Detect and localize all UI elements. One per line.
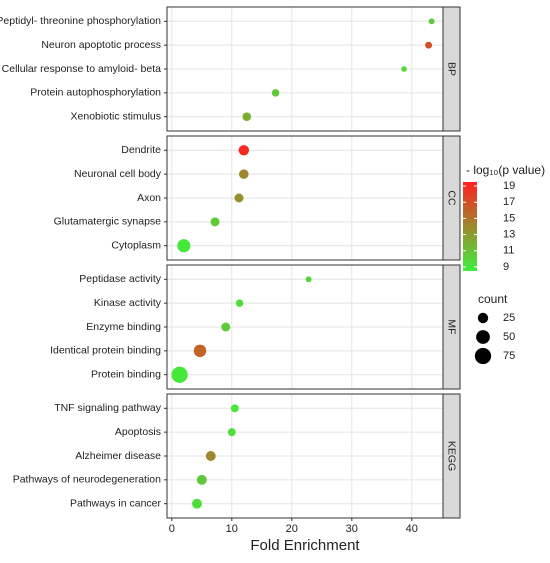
dot — [242, 112, 252, 121]
y-tick-label: Kinase activity — [94, 297, 162, 309]
color-tick-label: 13 — [503, 228, 515, 240]
strip-label: CC — [446, 190, 458, 206]
size-key — [477, 312, 489, 324]
x-tick-label: 40 — [406, 523, 418, 535]
strip — [442, 393, 461, 519]
y-tick-label: Glutamatergic synapse — [54, 216, 162, 228]
x-tick-label: 10 — [226, 523, 238, 535]
y-tick-label: Xenobiotic stimulus — [71, 110, 161, 122]
x-tick-label: 20 — [286, 523, 298, 535]
dot — [192, 498, 202, 509]
strip — [442, 135, 461, 261]
x-tick-label: 30 — [346, 523, 358, 535]
color-tick-label: 9 — [503, 261, 509, 273]
x-axis-title: Fold Enrichment — [250, 537, 360, 554]
strip — [442, 264, 461, 390]
y-tick-label: Pathways in cancer — [70, 497, 162, 509]
y-tick-label: Pathways of neurodegeneration — [13, 474, 161, 486]
dot — [234, 193, 244, 203]
dot — [230, 404, 239, 413]
size-tick-label: 75 — [503, 350, 515, 362]
dot — [305, 276, 312, 283]
size-tick-label: 25 — [503, 312, 515, 324]
strip — [442, 6, 461, 132]
y-tick-label: Axon — [137, 192, 161, 204]
dot — [196, 474, 207, 485]
dot — [210, 217, 220, 227]
size-tick-label: 50 — [503, 331, 515, 343]
color-tick-label: 17 — [503, 196, 515, 208]
size-legend-title: count — [478, 292, 508, 306]
y-tick-label: TNF signaling pathway — [54, 402, 162, 414]
y-tick-label: Alzheimer disease — [75, 450, 161, 462]
dot — [235, 299, 244, 307]
y-tick-label: Neuron apoptotic process — [41, 39, 161, 51]
size-key — [474, 347, 492, 365]
dot — [221, 322, 231, 332]
dot — [227, 428, 236, 437]
strip-label: BP — [446, 62, 458, 76]
y-tick-label: Protein binding — [91, 368, 161, 380]
strip-label: MF — [446, 319, 458, 334]
y-tick-label: Apoptosis — [115, 426, 161, 438]
y-tick-label: Identical protein binding — [50, 345, 161, 357]
y-tick-label: Peptidase activity — [79, 273, 161, 285]
y-tick-label: Enzyme binding — [86, 321, 161, 333]
dot — [428, 18, 435, 25]
y-tick-label: Peptidyl- threonine phosphorylation — [0, 15, 161, 27]
dot — [425, 41, 433, 49]
y-tick-label: Dendrite — [121, 144, 161, 156]
color-tick-label: 19 — [503, 180, 515, 192]
size-key — [476, 330, 490, 344]
y-tick-label: Cellular response to amyloid- beta — [2, 63, 161, 75]
color-bar — [463, 182, 477, 271]
y-tick-label: Cytoplasm — [111, 239, 161, 251]
y-tick-label: Neuronal cell body — [74, 168, 162, 180]
color-tick-label: 11 — [503, 245, 514, 257]
dot — [177, 239, 191, 253]
dot — [239, 169, 249, 179]
color-legend-title: - log₁₀(p value) — [466, 163, 545, 177]
dot — [271, 89, 280, 97]
color-tick-label: 15 — [503, 212, 515, 224]
dot — [401, 66, 407, 72]
strip-label: KEGG — [446, 441, 458, 471]
dot — [193, 344, 207, 358]
dot — [205, 451, 216, 461]
x-tick-label: 0 — [169, 523, 175, 535]
y-tick-label: Protein autophosphorylation — [30, 87, 161, 99]
dot — [171, 366, 188, 383]
dot — [238, 145, 249, 156]
